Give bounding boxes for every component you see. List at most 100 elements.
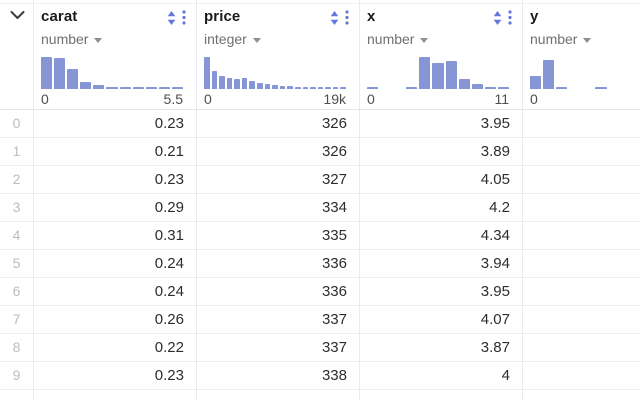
- histogram-bar: [257, 83, 263, 89]
- caret-down-icon: [420, 38, 429, 43]
- column-type-dropdown[interactable]: integer: [204, 31, 349, 48]
- cell-value: [523, 166, 640, 194]
- cell-value: 326: [197, 110, 360, 138]
- histogram-bar: [132, 87, 144, 89]
- histogram-bar: [226, 78, 233, 89]
- row-index: 8: [0, 334, 34, 362]
- histogram-bar: [219, 76, 225, 89]
- cell-value: [523, 110, 640, 138]
- cell-value: 0.22: [34, 334, 197, 362]
- cell-value: 0.24: [34, 278, 197, 306]
- cell-value: 4.07: [360, 306, 523, 334]
- histogram-bar: [332, 87, 339, 89]
- hist-min-label: 0: [204, 91, 212, 107]
- cell-value: 337: [197, 334, 360, 362]
- table-row[interactable]: 7 0.26 337 4.07: [0, 306, 640, 334]
- histogram-bar: [234, 79, 240, 89]
- histogram-bar: [279, 86, 286, 89]
- corner-cell: [0, 0, 34, 110]
- cell-value: 0.29: [34, 194, 197, 222]
- table-row[interactable]: 1 0.21 326 3.89: [0, 138, 640, 166]
- table-row[interactable]: 6 0.24 336 3.95: [0, 278, 640, 306]
- top-divider: [0, 3, 640, 4]
- histogram-bar: [249, 81, 256, 89]
- hist-max-label: 19k: [323, 91, 346, 107]
- column-type-label: number: [530, 31, 578, 47]
- cell-value: 0.23: [34, 362, 197, 390]
- sort-icon[interactable]: [167, 10, 176, 25]
- histogram-bar: [211, 71, 218, 89]
- histogram-bar: [145, 87, 157, 89]
- histogram-bar: [80, 82, 92, 89]
- column-header-carat: carat number 0 5.5: [34, 0, 197, 110]
- column-header-y: y number 0: [523, 0, 640, 110]
- histogram-bar: [241, 78, 248, 89]
- cell-value: 0.26: [34, 306, 197, 334]
- histogram-bar: [458, 79, 470, 89]
- histogram[interactable]: [41, 57, 184, 89]
- kebab-menu-icon[interactable]: [508, 10, 512, 25]
- histogram-bar: [106, 87, 118, 89]
- table-body: 0 0.23 326 3.95 1 0.21 326 3.89 2 0.23 327 4.05 3 0.2…: [0, 110, 640, 390]
- histogram[interactable]: [530, 57, 640, 89]
- table-row[interactable]: 2 0.23 327 4.05: [0, 166, 640, 194]
- table-row[interactable]: 9 0.23 338 4: [0, 362, 640, 390]
- histogram-bar: [158, 87, 170, 89]
- cell-value: [523, 306, 640, 334]
- table-row[interactable]: 8 0.22 337 3.87: [0, 334, 640, 362]
- table-row[interactable]: 5 0.24 336 3.94: [0, 250, 640, 278]
- cell-value: [523, 334, 640, 362]
- histogram-bar: [595, 87, 607, 89]
- histogram-bar: [54, 58, 66, 89]
- cell-value: 327: [197, 166, 360, 194]
- histogram-bar: [556, 87, 568, 89]
- table-row[interactable]: 3 0.29 334 4.2: [0, 194, 640, 222]
- column-type-label: number: [367, 31, 415, 47]
- column-header-price: price integer 0 19k: [197, 0, 360, 110]
- sort-icon[interactable]: [493, 10, 502, 25]
- chevron-down-icon[interactable]: [10, 11, 25, 20]
- histogram-bar: [406, 87, 418, 89]
- cell-value: 0.21: [34, 138, 197, 166]
- cell-value: 4.2: [360, 194, 523, 222]
- histogram-bar: [264, 84, 271, 89]
- histogram-bar: [317, 87, 324, 89]
- histogram[interactable]: [204, 57, 346, 89]
- cell-value: 3.95: [360, 110, 523, 138]
- histogram[interactable]: [367, 57, 510, 89]
- caret-down-icon: [583, 38, 592, 43]
- histogram-bar: [497, 87, 510, 89]
- column-header-x: x number 0 11: [360, 0, 523, 110]
- histogram-bar: [204, 57, 210, 89]
- histogram-bar: [310, 87, 316, 89]
- column-type-dropdown[interactable]: number: [41, 31, 186, 48]
- table-row[interactable]: 0 0.23 326 3.95: [0, 110, 640, 138]
- cell-value: 4.34: [360, 222, 523, 250]
- column-name: price: [204, 8, 241, 25]
- histogram-bar: [67, 69, 79, 89]
- cell-value: 3.94: [360, 250, 523, 278]
- table-row[interactable]: 4 0.31 335 4.34: [0, 222, 640, 250]
- column-type-dropdown[interactable]: number: [367, 31, 512, 48]
- cell-value: [523, 222, 640, 250]
- hist-max-label: 5.5: [163, 91, 183, 107]
- cell-value: 326: [197, 138, 360, 166]
- column-type-dropdown[interactable]: number: [530, 31, 640, 48]
- kebab-menu-icon[interactable]: [345, 10, 349, 25]
- cell-value: 4.05: [360, 166, 523, 194]
- cell-value: 335: [197, 222, 360, 250]
- cell-value: 0.31: [34, 222, 197, 250]
- histogram-bar: [419, 57, 431, 89]
- hist-min-label: 0: [41, 91, 49, 107]
- histogram-bar: [367, 87, 379, 89]
- kebab-menu-icon[interactable]: [182, 10, 186, 25]
- cell-value: 336: [197, 278, 360, 306]
- cell-value: [523, 278, 640, 306]
- caret-down-icon: [94, 38, 103, 43]
- row-index: 7: [0, 306, 34, 334]
- cell-value: [523, 138, 640, 166]
- cell-value: 3.95: [360, 278, 523, 306]
- histogram-bar: [445, 61, 457, 89]
- sort-icon[interactable]: [330, 10, 339, 25]
